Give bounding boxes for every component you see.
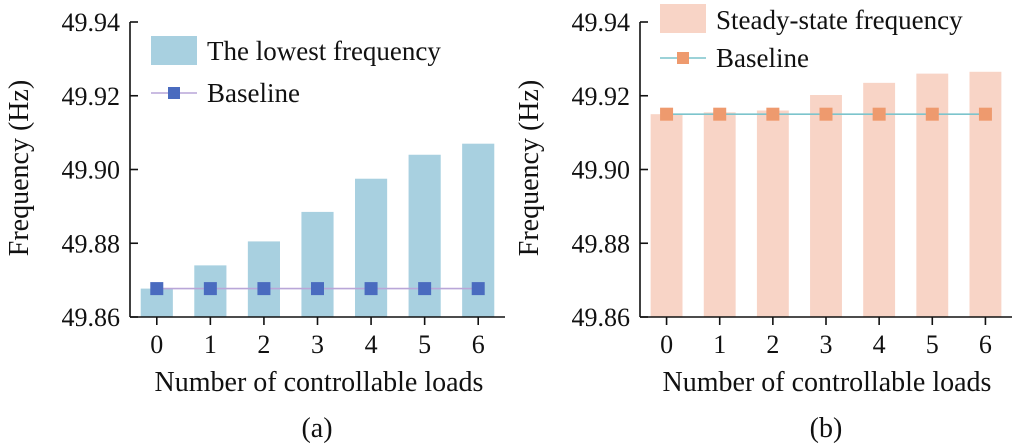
legend-swatch-bar [151, 36, 197, 65]
legend-swatch-marker [168, 87, 180, 99]
y-tick-label: 49.86 [62, 303, 121, 332]
baseline-marker-6 [978, 107, 992, 121]
bar-0 [650, 114, 683, 317]
y-axis-label: Frequency (Hz) [4, 80, 35, 256]
y-ticks: 49.86 49.88 49.90 49.92 49.94 [62, 8, 138, 332]
baseline-marker-2 [766, 107, 780, 121]
x-tick-label: 2 [766, 330, 779, 359]
y-tick-label: 49.94 [62, 8, 121, 37]
x-tick-label: 1 [713, 330, 726, 359]
baseline-series [660, 107, 992, 121]
y-tick-label: 49.88 [62, 229, 121, 258]
y-tick-label: 49.90 [62, 156, 121, 185]
y-axis-label: Frequency (Hz) [514, 80, 545, 256]
legend-label-line: Baseline [716, 43, 809, 73]
y-tick-label: 49.86 [572, 303, 631, 332]
x-ticks: 0 1 2 3 4 5 6 [660, 317, 992, 359]
panel-label: (a) [301, 413, 332, 444]
legend-swatch-bar [660, 4, 706, 33]
baseline-marker-4 [872, 107, 886, 121]
y-ticks: 49.86 49.88 49.90 49.92 49.94 [572, 8, 648, 332]
legend: Steady-state frequency Baseline [660, 4, 963, 73]
y-tick-label: 49.92 [572, 82, 631, 111]
x-tick-label: 0 [150, 330, 163, 359]
x-tick-label: 3 [311, 330, 324, 359]
legend-label-line: Baseline [207, 78, 300, 108]
baseline-marker-5 [925, 107, 939, 121]
bar-2 [247, 241, 280, 317]
bar-4 [355, 178, 388, 317]
bar-4 [863, 82, 896, 317]
panel-label: (b) [810, 413, 843, 444]
legend-swatch-marker [677, 52, 689, 64]
baseline-marker-3 [311, 282, 324, 296]
baseline-marker-5 [418, 282, 432, 296]
y-tick-label: 49.92 [62, 82, 121, 111]
bar-2 [756, 110, 789, 317]
bar-3 [301, 211, 334, 317]
baseline-marker-0 [660, 107, 674, 121]
x-tick-label: 4 [365, 330, 378, 359]
baseline-series [150, 282, 485, 296]
x-tick-label: 2 [257, 330, 270, 359]
x-ticks: 0 1 2 3 4 5 6 [150, 317, 485, 359]
legend-label-bar: Steady-state frequency [716, 5, 963, 35]
x-tick-label: 5 [418, 330, 431, 359]
chart-panel-a: 49.86 49.88 49.90 49.92 49.94 0 1 2 3 4 5 6 Freque… [4, 8, 505, 444]
bar-1 [703, 112, 736, 317]
bar-3 [810, 95, 842, 317]
x-tick-label: 5 [926, 330, 939, 359]
y-tick-label: 49.94 [572, 8, 631, 37]
x-axis-label: Number of controllable loads [155, 367, 484, 398]
x-tick-label: 6 [979, 330, 992, 359]
x-tick-label: 6 [472, 330, 485, 359]
baseline-marker-0 [150, 282, 164, 296]
baseline-marker-6 [471, 282, 485, 296]
baseline-marker-2 [257, 282, 271, 296]
baseline-marker-1 [203, 282, 217, 296]
x-tick-label: 3 [820, 330, 833, 359]
x-tick-label: 4 [873, 330, 886, 359]
baseline-marker-1 [713, 107, 727, 121]
x-tick-label: 0 [660, 330, 673, 359]
legend-label-bar: The lowest frequency [207, 36, 441, 66]
chart-panel-b: 49.86 49.88 49.90 49.92 49.94 0 1 2 3 4 5 6 Freque… [514, 4, 1012, 444]
y-tick-label: 49.90 [572, 156, 631, 185]
baseline-marker-3 [819, 107, 833, 121]
x-axis-label: Number of controllable loads [663, 367, 992, 398]
baseline-marker-4 [364, 282, 378, 296]
x-tick-label: 1 [204, 330, 217, 359]
legend: The lowest frequency Baseline [151, 36, 441, 108]
y-tick-label: 49.88 [572, 229, 631, 258]
